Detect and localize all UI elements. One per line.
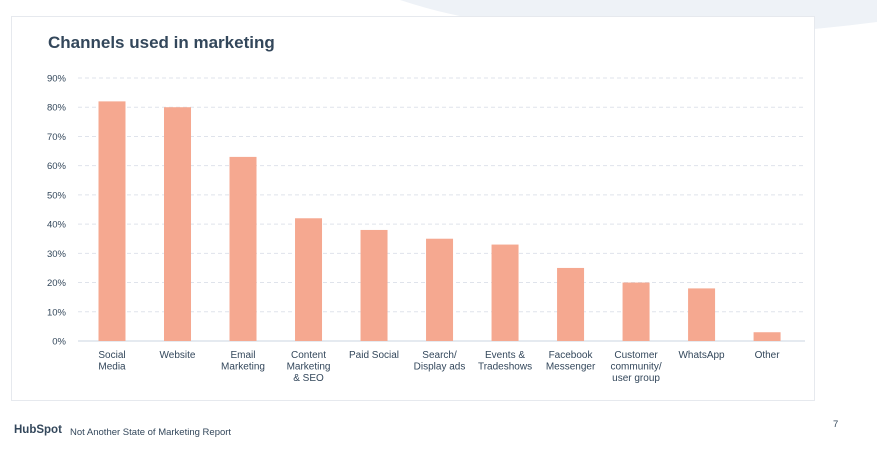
x-tick-label: Tradeshows <box>478 362 532 373</box>
chart-card <box>11 16 815 401</box>
y-tick-label: 0% <box>52 337 66 348</box>
y-tick-label: 60% <box>47 161 67 172</box>
x-tick-label: Marketing <box>287 362 331 373</box>
bar <box>164 107 192 341</box>
x-tick-label: Website <box>160 350 196 361</box>
bar <box>229 156 257 341</box>
y-tick-label: 30% <box>47 249 67 260</box>
bar <box>426 238 454 341</box>
x-tick-label: Email <box>231 350 256 361</box>
bar <box>491 244 519 341</box>
bar <box>360 229 388 341</box>
hubspot-logo: HubSpot <box>14 424 62 436</box>
y-tick-label: 10% <box>47 307 67 318</box>
x-tick-label: WhatsApp <box>678 350 725 361</box>
x-tick-label: Search/ <box>422 350 457 361</box>
x-tick-label: Paid Social <box>349 350 399 361</box>
x-tick-label: Messenger <box>546 362 596 373</box>
x-tick-label: Display ads <box>414 362 466 373</box>
y-tick-label: 20% <box>47 278 67 289</box>
x-tick-label: Other <box>755 350 781 361</box>
x-tick-label: Events & <box>485 350 525 361</box>
x-tick-label: & SEO <box>293 373 324 384</box>
x-tick-label: Media <box>98 362 126 373</box>
y-tick-label: 50% <box>47 190 67 201</box>
y-tick-label: 80% <box>47 103 67 114</box>
x-tick-label: Facebook <box>549 350 594 361</box>
bar <box>622 282 650 341</box>
bar <box>753 332 781 341</box>
y-tick-label: 90% <box>47 74 67 85</box>
report-name: Not Another State of Marketing Report <box>70 427 232 438</box>
y-tick-label: 70% <box>47 132 67 143</box>
bar <box>688 288 716 341</box>
bar <box>98 101 126 341</box>
bar <box>295 218 323 341</box>
x-tick-label: user group <box>612 373 660 384</box>
bar <box>557 267 585 341</box>
x-tick-label: Content <box>291 350 326 361</box>
y-tick-label: 40% <box>47 220 67 231</box>
page-number: 7 <box>833 419 839 430</box>
chart-title: Channels used in marketing <box>48 33 275 52</box>
x-tick-label: community/ <box>610 362 661 373</box>
x-tick-label: Social <box>98 350 125 361</box>
x-tick-label: Marketing <box>221 362 265 373</box>
x-tick-label: Customer <box>614 350 658 361</box>
